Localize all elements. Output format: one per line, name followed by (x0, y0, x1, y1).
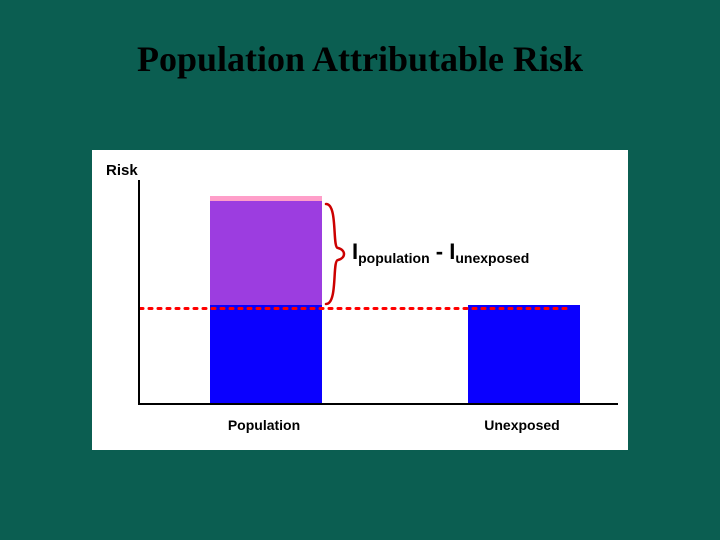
chart-panel: Risk Ipopulation - Iunexposed Population… (92, 150, 628, 450)
bar-unexposed (468, 305, 580, 403)
bar-segment (210, 201, 322, 305)
bar-population (210, 196, 322, 403)
slide-title: Population Attributable Risk (0, 38, 720, 80)
y-axis-label: Risk (106, 162, 138, 179)
plot-area: Ipopulation - Iunexposed (138, 180, 618, 405)
curly-brace-icon (324, 202, 350, 306)
baseline-dashed-line (140, 306, 570, 311)
bar-segment (468, 305, 580, 403)
formula-label: Ipopulation - Iunexposed (352, 239, 529, 266)
formula-sub-unexposed: unexposed (455, 250, 529, 266)
bar-segment (210, 305, 322, 403)
category-label-population: Population (228, 417, 300, 433)
formula-sub-population: population (358, 250, 430, 266)
category-label-unexposed: Unexposed (484, 417, 559, 433)
formula-minus: - (430, 239, 450, 264)
